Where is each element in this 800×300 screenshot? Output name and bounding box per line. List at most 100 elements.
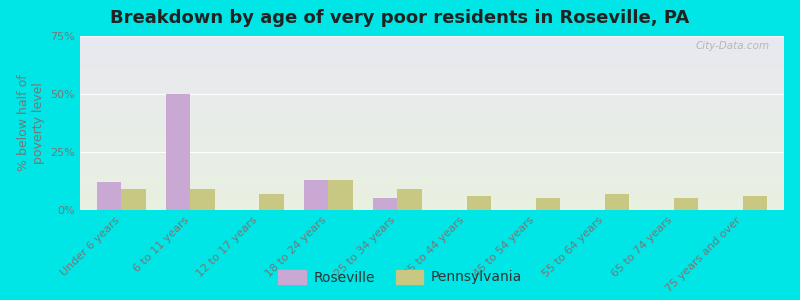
- Bar: [80, 161, 784, 162]
- Bar: [80, 101, 784, 102]
- Bar: [80, 177, 784, 178]
- Bar: [80, 125, 784, 126]
- Bar: [80, 95, 784, 96]
- Bar: [80, 181, 784, 182]
- Bar: [80, 107, 784, 108]
- Bar: [80, 79, 784, 80]
- Bar: [742, 196, 766, 210]
- Bar: [80, 87, 784, 88]
- Bar: [80, 179, 784, 180]
- Bar: [80, 144, 784, 145]
- Bar: [80, 188, 784, 189]
- Bar: [80, 48, 784, 49]
- Bar: [80, 116, 784, 117]
- Bar: [80, 140, 784, 141]
- Bar: [80, 63, 784, 64]
- Bar: [80, 152, 784, 153]
- Bar: [80, 89, 784, 90]
- Bar: [80, 162, 784, 163]
- Bar: [80, 51, 784, 52]
- Bar: [80, 41, 784, 42]
- Bar: [80, 119, 784, 120]
- Bar: [80, 106, 784, 107]
- Bar: [80, 206, 784, 207]
- Bar: [80, 88, 784, 89]
- Bar: [80, 197, 784, 198]
- Bar: [80, 94, 784, 95]
- Bar: [80, 130, 784, 131]
- Bar: [398, 189, 422, 210]
- Bar: [80, 189, 784, 190]
- Bar: [80, 180, 784, 181]
- Y-axis label: % below half of
poverty level: % below half of poverty level: [17, 75, 45, 171]
- Bar: [80, 155, 784, 156]
- Bar: [80, 122, 784, 123]
- Bar: [80, 164, 784, 165]
- Bar: [80, 115, 784, 116]
- Bar: [80, 132, 784, 133]
- Bar: [80, 44, 784, 45]
- Bar: [80, 176, 784, 177]
- Bar: [80, 92, 784, 93]
- Legend: Roseville, Pennsylvania: Roseville, Pennsylvania: [273, 264, 527, 290]
- Bar: [80, 68, 784, 69]
- Bar: [80, 143, 784, 144]
- Bar: [80, 154, 784, 155]
- Bar: [605, 194, 629, 210]
- Bar: [80, 55, 784, 56]
- Bar: [80, 191, 784, 192]
- Bar: [80, 85, 784, 86]
- Bar: [80, 76, 784, 77]
- Bar: [80, 36, 784, 37]
- Bar: [80, 178, 784, 179]
- Bar: [80, 85, 784, 86]
- Bar: [80, 151, 784, 152]
- Bar: [80, 118, 784, 119]
- Bar: [80, 172, 784, 173]
- Text: City-Data.com: City-Data.com: [696, 41, 770, 51]
- Bar: [80, 100, 784, 101]
- Bar: [80, 43, 784, 44]
- Bar: [190, 189, 214, 210]
- Bar: [80, 150, 784, 151]
- Bar: [80, 129, 784, 130]
- Bar: [80, 133, 784, 134]
- Bar: [80, 157, 784, 158]
- Bar: [80, 160, 784, 161]
- Bar: [259, 194, 284, 210]
- Bar: [80, 77, 784, 78]
- Bar: [80, 112, 784, 113]
- Bar: [80, 173, 784, 174]
- Bar: [80, 65, 784, 66]
- Bar: [166, 94, 190, 210]
- Bar: [80, 40, 784, 41]
- Bar: [80, 165, 784, 166]
- Bar: [80, 123, 784, 124]
- Bar: [80, 187, 784, 188]
- Bar: [80, 60, 784, 61]
- Bar: [80, 86, 784, 87]
- Bar: [80, 39, 784, 40]
- Bar: [80, 96, 784, 97]
- Bar: [80, 108, 784, 109]
- Bar: [80, 170, 784, 171]
- Bar: [80, 156, 784, 157]
- Bar: [80, 168, 784, 169]
- Bar: [80, 120, 784, 121]
- Bar: [80, 90, 784, 91]
- Bar: [80, 128, 784, 129]
- Bar: [80, 105, 784, 106]
- Bar: [80, 100, 784, 101]
- Bar: [80, 183, 784, 184]
- Bar: [80, 145, 784, 146]
- Bar: [80, 184, 784, 185]
- Bar: [80, 195, 784, 196]
- Bar: [80, 74, 784, 75]
- Bar: [80, 163, 784, 164]
- Bar: [80, 47, 784, 48]
- Bar: [80, 209, 784, 210]
- Bar: [80, 110, 784, 111]
- Bar: [80, 139, 784, 140]
- Bar: [80, 159, 784, 160]
- Bar: [329, 180, 353, 210]
